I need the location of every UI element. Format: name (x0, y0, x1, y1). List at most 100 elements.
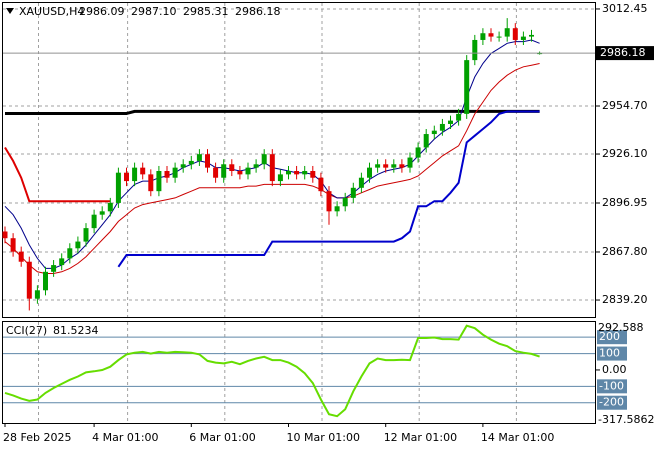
candle-body (415, 147, 421, 158)
candle-body (107, 202, 113, 212)
cci-value: 81.5234 (53, 324, 99, 337)
candle-body (237, 171, 243, 175)
candle-body (488, 33, 494, 37)
open-label: 2986.09 (79, 5, 125, 18)
x-tick-label: 4 Mar 01:00 (92, 431, 158, 444)
candle-body (520, 36, 526, 40)
candle-body (310, 171, 316, 178)
candle-body (2, 231, 8, 239)
candle-body (342, 197, 348, 207)
candle-body (221, 164, 227, 178)
candle-body (188, 160, 194, 165)
candle-body (480, 33, 486, 40)
candle-body (124, 172, 129, 182)
indicator-line (5, 109, 540, 115)
candle-body (375, 164, 381, 168)
candle-body (302, 171, 308, 175)
candle-body (196, 154, 202, 161)
price-panel-frame (2, 2, 596, 318)
candle-body (358, 177, 364, 188)
candle-body (439, 123, 445, 131)
candle-body (318, 177, 324, 192)
candle-body (529, 34, 534, 37)
candle-body (277, 174, 283, 182)
candle-body (431, 130, 437, 135)
last-price-label: 2986.18 (600, 46, 646, 59)
candle-body (34, 290, 40, 299)
high-label: 2987.10 (131, 5, 177, 18)
candle-body (83, 228, 89, 242)
candle-body (448, 120, 453, 124)
candle-body (148, 174, 154, 192)
low-label: 2985.31 (183, 5, 229, 18)
candle-body (213, 167, 219, 178)
candle-body (464, 60, 470, 114)
close-label: 2986.18 (235, 5, 281, 18)
level-label-box (597, 379, 627, 394)
candle-body (75, 241, 81, 249)
candle-body (140, 167, 146, 175)
y-tick-label: 0.00 (602, 363, 627, 376)
y-range-min: -317.5862 (598, 413, 654, 426)
header-arrow (6, 8, 14, 14)
level-label-box (597, 395, 627, 410)
candle-body (383, 164, 389, 168)
y-tick-label: 2896.95 (602, 196, 648, 209)
candle-body (367, 167, 372, 178)
y-tick-label: 200 (599, 330, 620, 343)
y-tick-label: -200 (599, 396, 624, 409)
candle-body (67, 248, 73, 259)
x-tick-label: 10 Mar 01:00 (287, 431, 360, 444)
candle-body (391, 164, 397, 168)
y-tick-label: 100 (599, 347, 620, 360)
candle-body (496, 36, 502, 38)
candle-body (472, 39, 478, 61)
y-tick-label: 2954.70 (602, 99, 648, 112)
y-range-max: 292.588 (598, 321, 644, 334)
candle-body (350, 187, 356, 198)
y-tick-label: 2839.20 (602, 293, 648, 306)
x-tick-label: 28 Feb 2025 (3, 431, 71, 444)
symbol-title: XAUUSD,H4 (19, 5, 84, 18)
indicator-line (4, 324, 540, 418)
candle-body (10, 238, 16, 252)
candle-body (172, 167, 178, 178)
candle-body (334, 206, 340, 212)
level-label-box (597, 330, 627, 345)
x-tick-label: 14 Mar 01:00 (481, 431, 554, 444)
y-tick-label: 2867.80 (602, 245, 648, 258)
y-tick-label: 3012.45 (602, 2, 648, 15)
candle-body (132, 167, 138, 182)
candle-body (43, 271, 48, 291)
y-tick-label: -100 (599, 379, 624, 392)
candle-body (504, 28, 510, 37)
last-price-box (596, 46, 654, 61)
candle-body (269, 154, 275, 182)
candle-body (99, 211, 105, 215)
x-tick-label: 6 Mar 01:00 (189, 431, 255, 444)
candle-body (423, 134, 429, 148)
candle-body (51, 265, 57, 272)
candle-body (326, 191, 332, 212)
candle-body (164, 171, 170, 178)
x-tick-label: 12 Mar 01:00 (384, 431, 457, 444)
candle-body (205, 154, 210, 168)
candle-body (294, 171, 300, 175)
candle-body (18, 251, 24, 262)
level-label-box (597, 346, 627, 361)
cci-panel-frame (2, 321, 596, 424)
candle-body (512, 28, 518, 40)
candle-body (59, 258, 65, 266)
candle-body (407, 157, 413, 168)
candle-body (245, 167, 251, 175)
indicator-line (117, 110, 540, 268)
candle-body (399, 164, 405, 168)
candle-body (261, 154, 267, 165)
candle-body (91, 214, 97, 229)
candle-body (229, 164, 235, 172)
candle-body (253, 164, 259, 168)
candle-body (456, 113, 462, 121)
candle-body (156, 171, 162, 192)
candle-body (286, 171, 291, 175)
